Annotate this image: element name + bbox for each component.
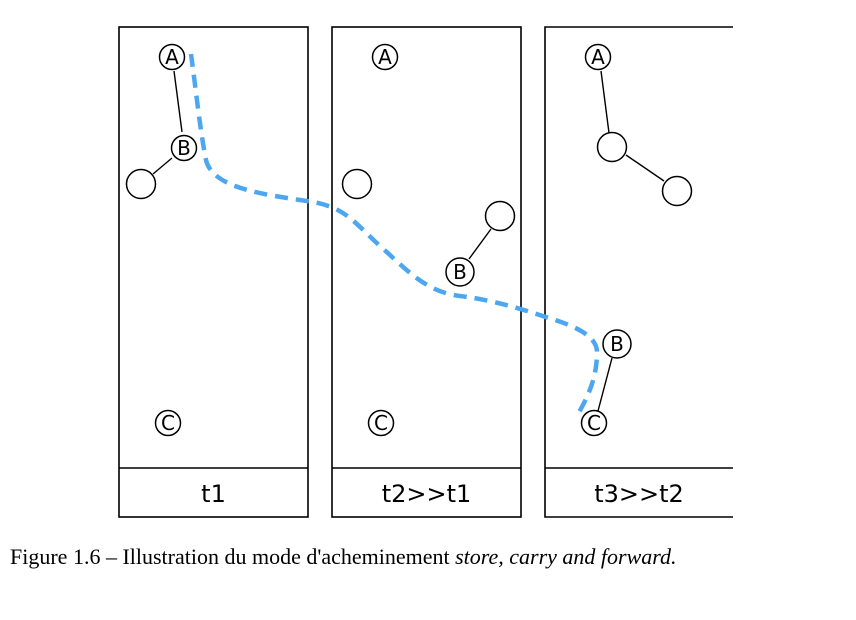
panel-t3-label: t3>>t2: [594, 480, 684, 508]
node-c-label: C: [374, 411, 388, 435]
node-b-label: B: [177, 136, 191, 160]
node-empty: [596, 131, 628, 163]
node-b: B: [445, 257, 475, 287]
node-a: A: [371, 43, 399, 71]
message-route-path: [188, 53, 600, 416]
node-a: A: [584, 43, 612, 71]
panel-t3: t3>>t2 A B C: [544, 26, 733, 518]
panel-t1-frame: [118, 26, 309, 518]
node-c-label: C: [161, 411, 175, 435]
node-a-label: A: [378, 45, 392, 69]
link-a-b: [173, 70, 183, 133]
link-node-node: [625, 154, 665, 182]
node-c-label: C: [587, 411, 601, 435]
node-c: C: [367, 409, 395, 437]
panel-t1-label: t1: [201, 480, 226, 508]
node-a-label: A: [591, 45, 605, 69]
node-b: B: [170, 134, 198, 162]
node-empty: [661, 175, 693, 207]
link-b-node: [468, 228, 492, 260]
caption-emphasis: store, carry and forward.: [455, 544, 677, 569]
figure-caption: Figure 1.6 – Illustration du mode d'ache…: [10, 544, 850, 570]
link-a-node: [600, 70, 610, 134]
link-b-c: [597, 357, 613, 412]
caption-text: Figure 1.6 – Illustration du mode d'ache…: [10, 544, 456, 569]
node-c: C: [154, 409, 182, 437]
node-a-label: A: [165, 45, 179, 69]
panel-t2: t2>>t1 A B C: [331, 26, 522, 518]
node-empty: [484, 200, 516, 232]
node-empty: [125, 168, 157, 200]
node-b: B: [602, 329, 632, 359]
node-a: A: [158, 43, 186, 71]
node-b-label: B: [610, 332, 624, 356]
node-c: C: [580, 409, 608, 437]
panel-t3-frame: [544, 26, 733, 518]
panel-t2-label: t2>>t1: [382, 480, 472, 508]
panel-t1: t1 A B C: [118, 26, 309, 518]
link-b-node: [152, 157, 173, 175]
node-empty: [341, 168, 373, 200]
panel-t2-frame: [331, 26, 522, 518]
store-carry-forward-diagram: t1 A B C t2>>t1 A B: [118, 26, 733, 518]
node-b-label: B: [453, 260, 467, 284]
